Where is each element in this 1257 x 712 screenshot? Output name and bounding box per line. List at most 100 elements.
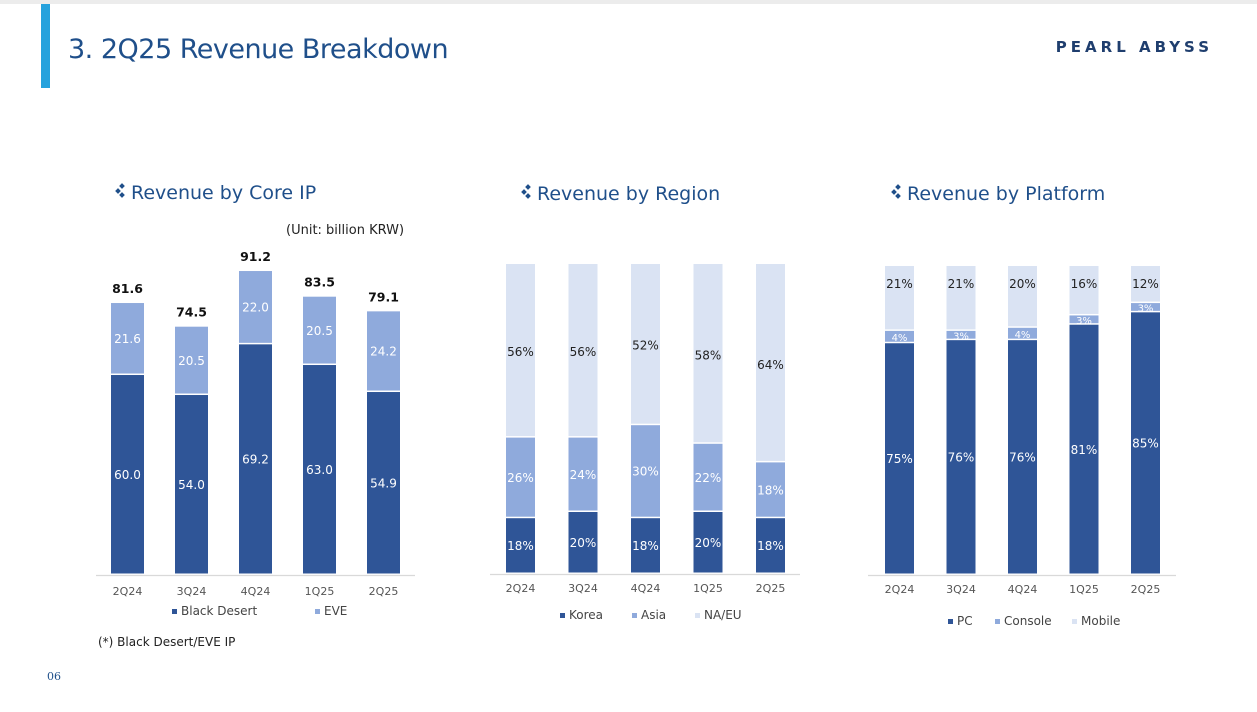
bar-pc	[1069, 324, 1099, 574]
data-label: 76%	[948, 451, 975, 465]
legend-marker	[172, 609, 177, 614]
bar-na-eu	[631, 264, 660, 424]
total-label: 91.2	[240, 249, 271, 264]
total-label: 74.5	[176, 305, 207, 320]
bar-eve	[175, 326, 208, 394]
bar-black-desert	[239, 344, 272, 574]
total-label: 83.5	[304, 275, 335, 290]
data-label: 18%	[757, 483, 784, 497]
legend-label: Console	[1004, 614, 1052, 628]
bar-pc	[1131, 312, 1160, 574]
data-label: 3%	[1076, 316, 1092, 327]
bar-pc	[946, 340, 976, 574]
x-tick-label: 4Q24	[1008, 583, 1038, 596]
data-label: 12%	[1132, 277, 1159, 291]
data-label: 4%	[892, 333, 908, 344]
bar-black-desert	[175, 395, 208, 574]
x-tick-label: 2Q24	[506, 582, 536, 595]
bar-mobile	[1069, 266, 1099, 314]
legend-marker	[560, 613, 565, 618]
page-title: 3. 2Q25 Revenue Breakdown	[68, 34, 449, 65]
bar-korea	[568, 512, 598, 573]
bar-asia	[756, 462, 785, 517]
legend-marker	[632, 613, 637, 618]
data-label: 54.9	[370, 477, 397, 491]
bar-korea	[506, 518, 535, 573]
data-label: 3%	[953, 332, 969, 343]
bar-pc	[1008, 340, 1037, 574]
bar-asia	[693, 443, 723, 511]
x-tick-label: 4Q24	[631, 582, 661, 595]
x-tick-label: 2Q25	[756, 582, 786, 595]
bar-asia	[568, 437, 598, 511]
bar-pc	[885, 343, 914, 574]
data-label: 18%	[632, 539, 659, 553]
bar-mobile	[885, 266, 914, 330]
bar-mobile	[1131, 266, 1160, 302]
legend-marker	[995, 619, 1000, 624]
bar-na-eu	[756, 264, 785, 461]
legend-label: EVE	[324, 604, 347, 618]
data-label: 69.2	[242, 453, 269, 467]
legend-marker	[695, 613, 700, 618]
data-label: 20%	[1009, 277, 1036, 291]
data-label: 63.0	[306, 463, 333, 477]
bar-na-eu	[506, 264, 535, 437]
legend-label: Asia	[641, 608, 666, 622]
x-tick-label: 2Q24	[885, 583, 915, 596]
data-label: 81%	[1071, 443, 1098, 457]
section-title-text: Revenue by Core IP	[131, 182, 317, 204]
x-tick-label: 2Q25	[369, 585, 399, 598]
bar-console	[885, 330, 914, 342]
brand-logo: PEARL ABYSS	[1055, 38, 1213, 56]
data-label: 20%	[695, 536, 722, 550]
section-title-region: Revenue by Region	[521, 183, 721, 205]
bar-eve	[303, 296, 336, 364]
bar-console	[1131, 303, 1160, 311]
x-tick-label: 1Q25	[305, 585, 335, 598]
data-label: 21.6	[114, 332, 141, 346]
bar-console	[1069, 315, 1099, 324]
bar-korea	[631, 518, 660, 573]
bar-eve	[239, 271, 272, 343]
bar-mobile	[946, 266, 976, 330]
bar-console	[1008, 327, 1037, 339]
data-label: 56%	[507, 345, 534, 359]
x-tick-label: 2Q25	[1131, 583, 1161, 596]
bar-black-desert	[367, 392, 400, 574]
legend-marker	[948, 619, 953, 624]
data-label: 85%	[1132, 437, 1159, 451]
section-title-platform: Revenue by Platform	[891, 183, 1106, 205]
x-tick-label: 3Q24	[177, 585, 207, 598]
page-number: 06	[47, 670, 61, 683]
bar-korea	[756, 518, 785, 573]
bar-na-eu	[568, 264, 598, 437]
total-label: 79.1	[368, 289, 399, 304]
legend-label: Mobile	[1081, 614, 1120, 628]
legend-label: NA/EU	[704, 608, 742, 622]
x-tick-label: 1Q25	[693, 582, 723, 595]
data-label: 24%	[570, 468, 597, 482]
data-label: 30%	[632, 465, 659, 479]
x-tick-label: 3Q24	[568, 582, 598, 595]
legend-marker	[1072, 619, 1077, 624]
bar-korea	[693, 512, 723, 573]
data-label: 16%	[1071, 277, 1098, 291]
data-label: 24.2	[370, 345, 397, 359]
section-title-text: Revenue by Region	[537, 183, 721, 205]
unit-note: (Unit: billion KRW)	[286, 223, 405, 238]
bar-eve	[111, 303, 144, 374]
section-title-text: Revenue by Platform	[907, 183, 1106, 205]
data-label: 22.0	[242, 301, 269, 315]
data-label: 18%	[757, 539, 784, 553]
x-tick-label: 1Q25	[1069, 583, 1099, 596]
bar-black-desert	[303, 365, 336, 574]
bar-console	[946, 330, 976, 339]
bar-na-eu	[693, 264, 723, 443]
data-label: 26%	[507, 471, 534, 485]
top-border	[0, 0, 1257, 4]
legend-label: Korea	[569, 608, 603, 622]
data-label: 21%	[886, 277, 913, 291]
data-label: 18%	[507, 539, 534, 553]
bar-mobile	[1008, 266, 1037, 327]
